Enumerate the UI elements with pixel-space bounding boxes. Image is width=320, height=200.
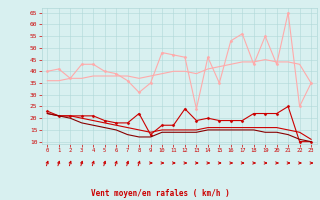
Text: Vent moyen/en rafales ( km/h ): Vent moyen/en rafales ( km/h )	[91, 189, 229, 198]
